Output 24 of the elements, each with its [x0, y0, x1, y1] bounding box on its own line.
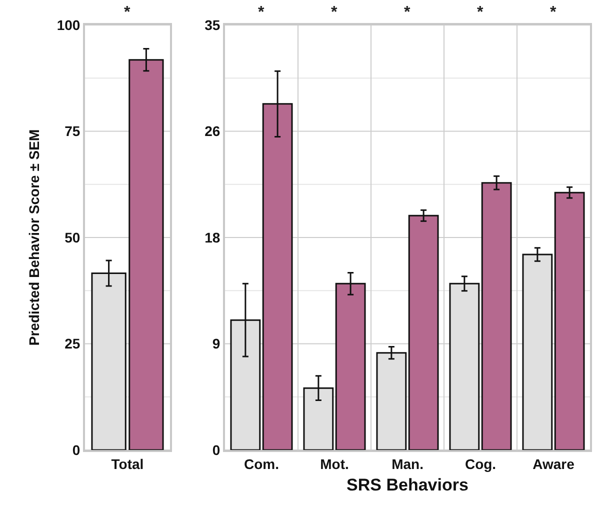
text: *: [124, 4, 131, 21]
y-tick-label: 18: [204, 229, 220, 246]
y-tick-label: 35: [204, 16, 220, 33]
text: *: [258, 4, 265, 21]
x-tick-label: Com.: [244, 456, 279, 472]
x-axis-title: SRS Behaviors: [346, 476, 468, 495]
y-axis-title: Predicted Behavior Score ± SEM: [26, 129, 42, 346]
text: *: [331, 4, 338, 21]
y-tick-label: 100: [56, 16, 80, 33]
x-tick-label: Mot.: [320, 456, 349, 472]
text: *: [404, 4, 411, 21]
y-tick-label: 9: [212, 336, 220, 352]
y-tick-label: 0: [212, 442, 220, 458]
x-tick-label: Man.: [392, 456, 424, 472]
y-tick-label: 26: [204, 123, 220, 140]
text: *: [477, 4, 484, 21]
x-tick-label: Cog.: [464, 456, 496, 472]
y-tick-label: 75: [64, 123, 80, 140]
y-tick-label: 0: [72, 442, 80, 458]
x-tick-label: Total: [111, 456, 144, 472]
y-tick-label: 50: [64, 229, 80, 246]
y-tick-label: 25: [64, 336, 80, 352]
text: *: [550, 4, 557, 21]
x-tick-label: Aware: [532, 456, 575, 472]
